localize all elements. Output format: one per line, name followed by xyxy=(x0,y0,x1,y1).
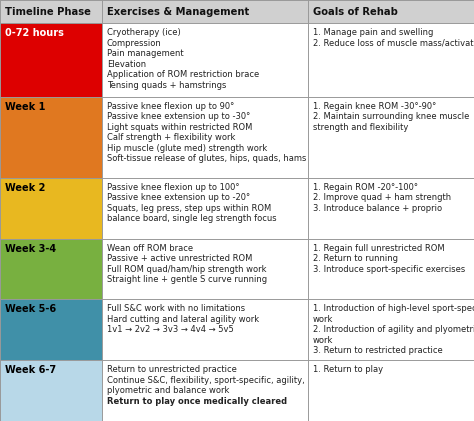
Text: Straight line + gentle S curve running: Straight line + gentle S curve running xyxy=(107,275,267,284)
Bar xyxy=(0,360,102,421)
Text: Soft-tissue release of glutes, hips, quads, hams: Soft-tissue release of glutes, hips, qua… xyxy=(107,154,306,163)
Text: Goals of Rehab: Goals of Rehab xyxy=(313,7,398,16)
Text: 1v1 → 2v2 → 3v3 → 4v4 → 5v5: 1v1 → 2v2 → 3v3 → 4v4 → 5v5 xyxy=(107,325,234,334)
Bar xyxy=(308,96,474,178)
Bar xyxy=(308,239,474,299)
Text: 2. Improve quad + ham strength: 2. Improve quad + ham strength xyxy=(313,193,451,203)
Text: 2. Introduction of agility and plyometric: 2. Introduction of agility and plyometri… xyxy=(313,325,474,334)
Text: Calf strength + flexibility work: Calf strength + flexibility work xyxy=(107,133,235,142)
Bar xyxy=(102,299,308,360)
Text: Tensing quads + hamstrings: Tensing quads + hamstrings xyxy=(107,81,226,90)
Bar xyxy=(0,178,102,239)
Text: Application of ROM restriction brace: Application of ROM restriction brace xyxy=(107,70,259,79)
Bar xyxy=(0,239,102,299)
Text: Passive knee extension up to -30°: Passive knee extension up to -30° xyxy=(107,112,250,121)
Text: Passive knee extension up to -20°: Passive knee extension up to -20° xyxy=(107,193,250,203)
Text: 2. Reduce loss of muscle mass/activation: 2. Reduce loss of muscle mass/activation xyxy=(313,39,474,48)
Text: 1. Introduction of high-level sport-specific: 1. Introduction of high-level sport-spec… xyxy=(313,304,474,314)
Text: Light squats within restricted ROM: Light squats within restricted ROM xyxy=(107,123,252,131)
Text: Week 6-7: Week 6-7 xyxy=(5,365,56,375)
Text: strength and flexibility: strength and flexibility xyxy=(313,123,409,131)
Bar xyxy=(102,178,308,239)
Text: 1. Regain knee ROM -30°-90°: 1. Regain knee ROM -30°-90° xyxy=(313,101,437,111)
Text: Cryotherapy (ice): Cryotherapy (ice) xyxy=(107,28,181,37)
Text: Hard cutting and lateral agility work: Hard cutting and lateral agility work xyxy=(107,315,259,324)
Text: Wean off ROM brace: Wean off ROM brace xyxy=(107,244,193,253)
Bar xyxy=(308,299,474,360)
Text: Hip muscle (glute med) strength work: Hip muscle (glute med) strength work xyxy=(107,144,267,152)
Text: 2. Maintain surrounding knee muscle: 2. Maintain surrounding knee muscle xyxy=(313,112,469,121)
Bar xyxy=(102,23,308,96)
Text: 1. Regain full unrestricted ROM: 1. Regain full unrestricted ROM xyxy=(313,244,445,253)
Text: Week 5-6: Week 5-6 xyxy=(5,304,56,314)
Bar xyxy=(308,360,474,421)
Text: Week 1: Week 1 xyxy=(5,101,46,112)
Bar xyxy=(102,239,308,299)
Text: Return to play once medically cleared: Return to play once medically cleared xyxy=(107,397,287,406)
Text: 1. Regain ROM -20°-100°: 1. Regain ROM -20°-100° xyxy=(313,183,418,192)
Text: 0-72 hours: 0-72 hours xyxy=(5,28,64,38)
Text: plyometric and balance work: plyometric and balance work xyxy=(107,386,229,395)
Text: Full ROM quad/ham/hip strength work: Full ROM quad/ham/hip strength work xyxy=(107,265,266,274)
Text: work: work xyxy=(313,336,334,345)
Bar xyxy=(0,23,102,96)
Text: balance board, single leg strength focus: balance board, single leg strength focus xyxy=(107,214,276,224)
Bar xyxy=(102,360,308,421)
Bar xyxy=(0,299,102,360)
Text: Full S&C work with no limitations: Full S&C work with no limitations xyxy=(107,304,245,314)
Text: Pain management: Pain management xyxy=(107,49,183,58)
Bar xyxy=(0,0,474,23)
Text: Elevation: Elevation xyxy=(107,60,146,69)
Text: Exercises & Management: Exercises & Management xyxy=(107,7,249,16)
Text: 3. Introduce balance + proprio: 3. Introduce balance + proprio xyxy=(313,204,442,213)
Text: Timeline Phase: Timeline Phase xyxy=(5,7,91,16)
Text: Return to unrestricted practice: Return to unrestricted practice xyxy=(107,365,237,374)
Bar xyxy=(102,96,308,178)
Text: Compression: Compression xyxy=(107,39,162,48)
Bar xyxy=(0,96,102,178)
Text: Passive knee flexion up to 100°: Passive knee flexion up to 100° xyxy=(107,183,239,192)
Text: Continue S&C, flexibility, sport-specific, agility,: Continue S&C, flexibility, sport-specifi… xyxy=(107,376,305,385)
Text: 3. Introduce sport-specific exercises: 3. Introduce sport-specific exercises xyxy=(313,265,465,274)
Text: Passive knee flexion up to 90°: Passive knee flexion up to 90° xyxy=(107,101,234,111)
Text: Squats, leg press, step ups within ROM: Squats, leg press, step ups within ROM xyxy=(107,204,271,213)
Text: 2. Return to running: 2. Return to running xyxy=(313,254,398,263)
Bar xyxy=(308,23,474,96)
Text: Week 3-4: Week 3-4 xyxy=(5,244,56,254)
Text: Week 2: Week 2 xyxy=(5,183,46,193)
Text: 1. Return to play: 1. Return to play xyxy=(313,365,383,374)
Text: 3. Return to restricted practice: 3. Return to restricted practice xyxy=(313,346,443,355)
Text: 1. Manage pain and swelling: 1. Manage pain and swelling xyxy=(313,28,434,37)
Text: work: work xyxy=(313,315,334,324)
Bar xyxy=(308,178,474,239)
Text: Passive + active unrestricted ROM: Passive + active unrestricted ROM xyxy=(107,254,252,263)
